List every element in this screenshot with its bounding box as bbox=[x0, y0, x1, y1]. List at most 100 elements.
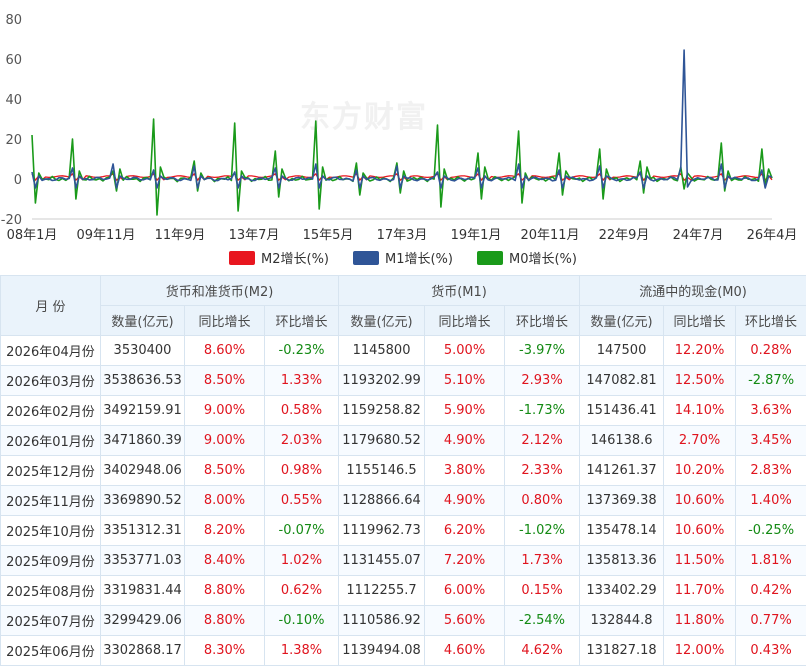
m1-yoy-cell: 6.00% bbox=[425, 576, 505, 606]
m2-mom-cell: 0.55% bbox=[265, 486, 339, 516]
month-cell: 2025年07月份 bbox=[1, 606, 101, 636]
m1-yoy-cell: 5.00% bbox=[425, 336, 505, 366]
m1-amount-cell: 1155146.5 bbox=[339, 456, 425, 486]
m2-amount-cell: 3319831.44 bbox=[101, 576, 185, 606]
legend-swatch bbox=[229, 251, 255, 265]
month-cell: 2025年12月份 bbox=[1, 456, 101, 486]
m2-amount-cell: 3530400 bbox=[101, 336, 185, 366]
m0-amount-cell: 146138.6 bbox=[580, 426, 664, 456]
m1-amount-cell: 1179680.52 bbox=[339, 426, 425, 456]
m0-mom-cell: -2.87% bbox=[736, 366, 806, 396]
x-tick-label: 08年1月 bbox=[7, 228, 58, 243]
m2-amount-cell: 3492159.91 bbox=[101, 396, 185, 426]
m0-yoy-cell: 11.50% bbox=[664, 546, 736, 576]
m0-amount-cell: 147082.81 bbox=[580, 366, 664, 396]
m0-mom-cell: 3.63% bbox=[736, 396, 806, 426]
x-tick-label: 09年11月 bbox=[76, 228, 135, 243]
m1-yoy-cell: 5.10% bbox=[425, 366, 505, 396]
legend-label: M2增长(%) bbox=[261, 248, 329, 267]
subheader-yoy: 同比增长 bbox=[664, 306, 736, 336]
m0-yoy-cell: 12.50% bbox=[664, 366, 736, 396]
m1-mom-cell: 0.15% bbox=[505, 576, 580, 606]
x-tick-label: 19年1月 bbox=[451, 228, 502, 243]
m1-yoy-cell: 7.20% bbox=[425, 546, 505, 576]
m2-yoy-cell: 8.50% bbox=[185, 456, 265, 486]
y-tick-label: 80 bbox=[5, 13, 22, 28]
y-tick-label: -20 bbox=[1, 213, 22, 228]
m1-amount-cell: 1112255.7 bbox=[339, 576, 425, 606]
subheader-amount: 数量(亿元) bbox=[339, 306, 425, 336]
legend-item[interactable]: M1增长(%) bbox=[353, 248, 453, 267]
series-m0-line bbox=[32, 119, 772, 215]
x-tick-label: 22年9月 bbox=[599, 228, 650, 243]
subheader-yoy: 同比增长 bbox=[185, 306, 265, 336]
x-tick-label: 20年11月 bbox=[520, 228, 579, 243]
m2-yoy-cell: 8.80% bbox=[185, 576, 265, 606]
x-tick-label: 15年5月 bbox=[303, 228, 354, 243]
subheader-mom: 环比增长 bbox=[505, 306, 580, 336]
m1-mom-cell: -3.97% bbox=[505, 336, 580, 366]
m1-yoy-cell: 4.60% bbox=[425, 636, 505, 666]
m1-mom-cell: 2.93% bbox=[505, 366, 580, 396]
month-cell: 2025年09月份 bbox=[1, 546, 101, 576]
m2-amount-cell: 3538636.53 bbox=[101, 366, 185, 396]
m0-yoy-cell: 11.70% bbox=[664, 576, 736, 606]
month-cell: 2025年08月份 bbox=[1, 576, 101, 606]
m1-amount-cell: 1131455.07 bbox=[339, 546, 425, 576]
m0-amount-cell: 151436.41 bbox=[580, 396, 664, 426]
y-tick-label: 40 bbox=[5, 93, 22, 108]
subheader-amount: 数量(亿元) bbox=[101, 306, 185, 336]
m2-mom-cell: 1.38% bbox=[265, 636, 339, 666]
m2-amount-cell: 3369890.52 bbox=[101, 486, 185, 516]
m1-yoy-cell: 4.90% bbox=[425, 426, 505, 456]
m2-mom-cell: 2.03% bbox=[265, 426, 339, 456]
m2-mom-cell: -0.10% bbox=[265, 606, 339, 636]
legend-item[interactable]: M0增长(%) bbox=[477, 248, 577, 267]
m2-yoy-cell: 8.60% bbox=[185, 336, 265, 366]
m2-yoy-cell: 8.40% bbox=[185, 546, 265, 576]
m1-amount-cell: 1193202.99 bbox=[339, 366, 425, 396]
m1-mom-cell: -1.73% bbox=[505, 396, 580, 426]
month-cell: 2025年11月份 bbox=[1, 486, 101, 516]
m0-yoy-cell: 2.70% bbox=[664, 426, 736, 456]
header-m2: 货币和准货币(M2) bbox=[101, 276, 339, 306]
x-tick-label: 17年3月 bbox=[377, 228, 428, 243]
m2-yoy-cell: 8.20% bbox=[185, 516, 265, 546]
legend-item[interactable]: M2增长(%) bbox=[229, 248, 329, 267]
m2-amount-cell: 3299429.06 bbox=[101, 606, 185, 636]
legend-swatch bbox=[353, 251, 379, 265]
m0-yoy-cell: 12.00% bbox=[664, 636, 736, 666]
m0-amount-cell: 147500 bbox=[580, 336, 664, 366]
header-m0: 流通中的现金(M0) bbox=[580, 276, 806, 306]
m2-amount-cell: 3471860.39 bbox=[101, 426, 185, 456]
m2-mom-cell: 0.62% bbox=[265, 576, 339, 606]
m0-yoy-cell: 10.20% bbox=[664, 456, 736, 486]
m2-mom-cell: 1.33% bbox=[265, 366, 339, 396]
m0-amount-cell: 135813.36 bbox=[580, 546, 664, 576]
m1-mom-cell: 2.33% bbox=[505, 456, 580, 486]
x-tick-label: 24年7月 bbox=[673, 228, 724, 243]
month-cell: 2025年10月份 bbox=[1, 516, 101, 546]
chart-legend: M2增长(%) M1增长(%) M0增长(%) bbox=[0, 248, 806, 267]
m0-mom-cell: 1.81% bbox=[736, 546, 806, 576]
month-cell: 2026年04月份 bbox=[1, 336, 101, 366]
m2-yoy-cell: 9.00% bbox=[185, 396, 265, 426]
m2-mom-cell: 0.58% bbox=[265, 396, 339, 426]
m1-yoy-cell: 6.20% bbox=[425, 516, 505, 546]
m0-mom-cell: 0.42% bbox=[736, 576, 806, 606]
month-cell: 2026年03月份 bbox=[1, 366, 101, 396]
m1-mom-cell: -1.02% bbox=[505, 516, 580, 546]
m0-mom-cell: 0.28% bbox=[736, 336, 806, 366]
m1-amount-cell: 1110586.92 bbox=[339, 606, 425, 636]
subheader-yoy: 同比增长 bbox=[425, 306, 505, 336]
m0-amount-cell: 141261.37 bbox=[580, 456, 664, 486]
m2-mom-cell: 0.98% bbox=[265, 456, 339, 486]
x-tick-label: 13年7月 bbox=[229, 228, 280, 243]
